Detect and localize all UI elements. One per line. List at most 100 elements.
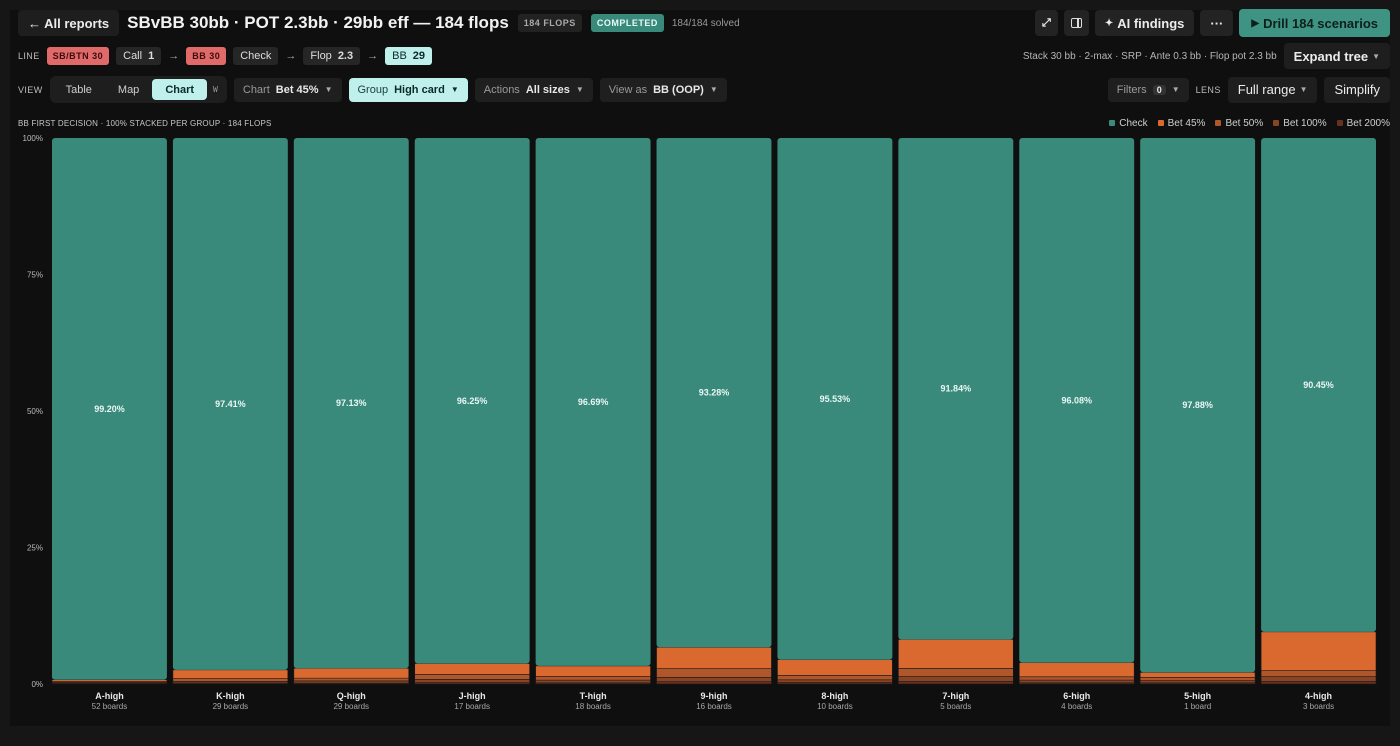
category-sublabel: 1 board xyxy=(1184,702,1211,711)
line-step-value: 2.3 xyxy=(337,50,354,62)
bar-segment xyxy=(172,678,289,682)
lens-label: LENS xyxy=(1195,84,1221,95)
simplify-button[interactable]: Simplify xyxy=(1324,76,1390,103)
legend-swatch xyxy=(1215,120,1222,126)
y-tick-label: 25% xyxy=(27,544,43,553)
drill-button[interactable]: ▶ Drill 184 scenarios xyxy=(1239,9,1390,37)
category-sublabel: 10 boards xyxy=(817,702,853,711)
back-button[interactable]: ← All reports xyxy=(18,10,120,36)
line-step-value: 29 xyxy=(412,50,426,62)
select-label: Group xyxy=(357,83,389,96)
legend-swatch xyxy=(1336,120,1343,126)
bar-value-label: 96.08% xyxy=(1061,395,1092,405)
solved-count: 184/184 solved xyxy=(671,17,740,29)
bar-segment xyxy=(293,677,410,682)
ai-findings-button[interactable]: ✦ AI findings xyxy=(1094,10,1195,36)
legend-label: Bet 200% xyxy=(1346,118,1390,129)
line-step-bb[interactable]: BB 30 xyxy=(186,47,227,65)
more-button[interactable]: ··· xyxy=(1200,10,1234,36)
spot-info: Stack 30 bb · 2-max · SRP · Ante 0.3 bb … xyxy=(1022,50,1277,62)
y-tick-label: 100% xyxy=(23,134,43,143)
group-select[interactable]: Group High card ▼ xyxy=(348,77,468,102)
sparkle-icon: ✦ xyxy=(1104,17,1114,29)
top-bar: ← All reports SBvBB 30bb · POT 2.3bb · 2… xyxy=(10,9,1390,37)
bar-value-label: 93.28% xyxy=(699,388,730,398)
bar-segment xyxy=(414,679,530,683)
range-select[interactable]: Full range ▼ xyxy=(1227,76,1318,103)
range-value: Full range xyxy=(1237,82,1296,97)
view-switcher: Table Map Chart W xyxy=(49,76,227,103)
bar-value-label: 96.25% xyxy=(457,396,488,406)
line-step-call[interactable]: Call 1 xyxy=(116,47,162,65)
bar-value-label: 90.45% xyxy=(1303,380,1334,390)
bar-segment xyxy=(1260,681,1377,685)
select-value: BB (OOP) xyxy=(653,83,704,96)
tab-chart[interactable]: Chart xyxy=(152,79,208,100)
line-step-sb-btn[interactable]: SB/BTN 30 xyxy=(46,47,110,65)
expand-tree-label: Expand tree xyxy=(1293,48,1369,64)
legend-item: Bet 50% xyxy=(1215,118,1263,129)
fullscreen-button[interactable]: ⤢ xyxy=(1035,10,1058,36)
select-label: View as xyxy=(608,83,648,96)
bar-value-label: 97.88% xyxy=(1182,400,1213,410)
chart-legend: Check Bet 45% Bet 50% Bet 100% Bet 200% xyxy=(1109,118,1390,129)
chevron-down-icon: ▼ xyxy=(1299,85,1308,94)
filters-label: Filters xyxy=(1116,83,1147,96)
view-as-select[interactable]: View as BB (OOP) ▼ xyxy=(599,77,727,102)
legend-label: Check xyxy=(1119,118,1148,129)
view-label: VIEW xyxy=(18,84,43,95)
chevron-down-icon: ▼ xyxy=(1171,85,1180,94)
bar-segment xyxy=(656,138,772,648)
bar-segment xyxy=(293,680,410,684)
chart-select[interactable]: Chart Bet 45% ▼ xyxy=(233,77,342,102)
bar-segment xyxy=(1019,138,1135,663)
select-label: Actions xyxy=(483,83,520,96)
bar-value-label: 96.69% xyxy=(578,397,609,407)
page-title: SBvBB 30bb · POT 2.3bb · 29bb eff — 184 … xyxy=(127,13,509,32)
bar-value-label: 91.84% xyxy=(941,384,972,394)
bar-segment xyxy=(1260,631,1377,671)
flops-count-badge: 184 FLOPS xyxy=(517,14,582,32)
expand-icon: ⤢ xyxy=(1042,16,1051,29)
bar-segment xyxy=(1140,138,1256,673)
select-label: Chart xyxy=(242,83,270,96)
actions-select[interactable]: Actions All sizes ▼ xyxy=(474,77,593,102)
bar-segment xyxy=(172,138,288,670)
bar-segment xyxy=(414,663,530,675)
legend-swatch xyxy=(1273,120,1280,126)
filters-button[interactable]: Filters 0 ▼ xyxy=(1107,77,1189,102)
panel-toggle-button[interactable] xyxy=(1063,10,1089,36)
tab-map[interactable]: Map xyxy=(117,83,140,96)
expand-tree-button[interactable]: Expand tree ▼ xyxy=(1283,43,1390,69)
bar-segment xyxy=(656,647,772,669)
report-frame: ← All reports SBvBB 30bb · POT 2.3bb · 2… xyxy=(10,9,1390,726)
legend-label: Bet 45% xyxy=(1167,118,1206,129)
line-step-label: Flop xyxy=(310,50,332,62)
arrow-icon: → xyxy=(168,50,180,62)
category-sublabel: 29 boards xyxy=(213,702,249,711)
arrow-icon: → xyxy=(367,50,379,62)
category-sublabel: 29 boards xyxy=(333,702,369,711)
line-step-current[interactable]: BB 29 xyxy=(385,47,433,65)
line-step-check[interactable]: Check xyxy=(233,47,279,65)
bar-segment xyxy=(1260,676,1377,682)
bar-segment xyxy=(1139,677,1256,681)
chevron-down-icon: ▼ xyxy=(450,85,459,94)
keyboard-hint: W xyxy=(213,85,218,94)
category-sublabel: 16 boards xyxy=(696,702,732,711)
chevron-down-icon: ▼ xyxy=(1372,51,1380,61)
line-step-flop[interactable]: Flop 2.3 xyxy=(303,47,361,65)
category-label: K-high xyxy=(216,691,245,701)
y-tick-label: 0% xyxy=(31,680,43,689)
status-badge: COMPLETED xyxy=(590,14,664,32)
drill-label: Drill 184 scenarios xyxy=(1263,15,1378,31)
tab-table[interactable]: Table xyxy=(65,83,92,96)
more-icon: ··· xyxy=(1210,15,1224,31)
bar-segment xyxy=(535,665,651,677)
bar-segment xyxy=(777,679,893,683)
category-label: 6-high xyxy=(1063,691,1090,701)
bar-segment xyxy=(1139,680,1256,684)
bar-segment xyxy=(1261,138,1376,632)
bar-value-label: 97.13% xyxy=(336,398,367,408)
